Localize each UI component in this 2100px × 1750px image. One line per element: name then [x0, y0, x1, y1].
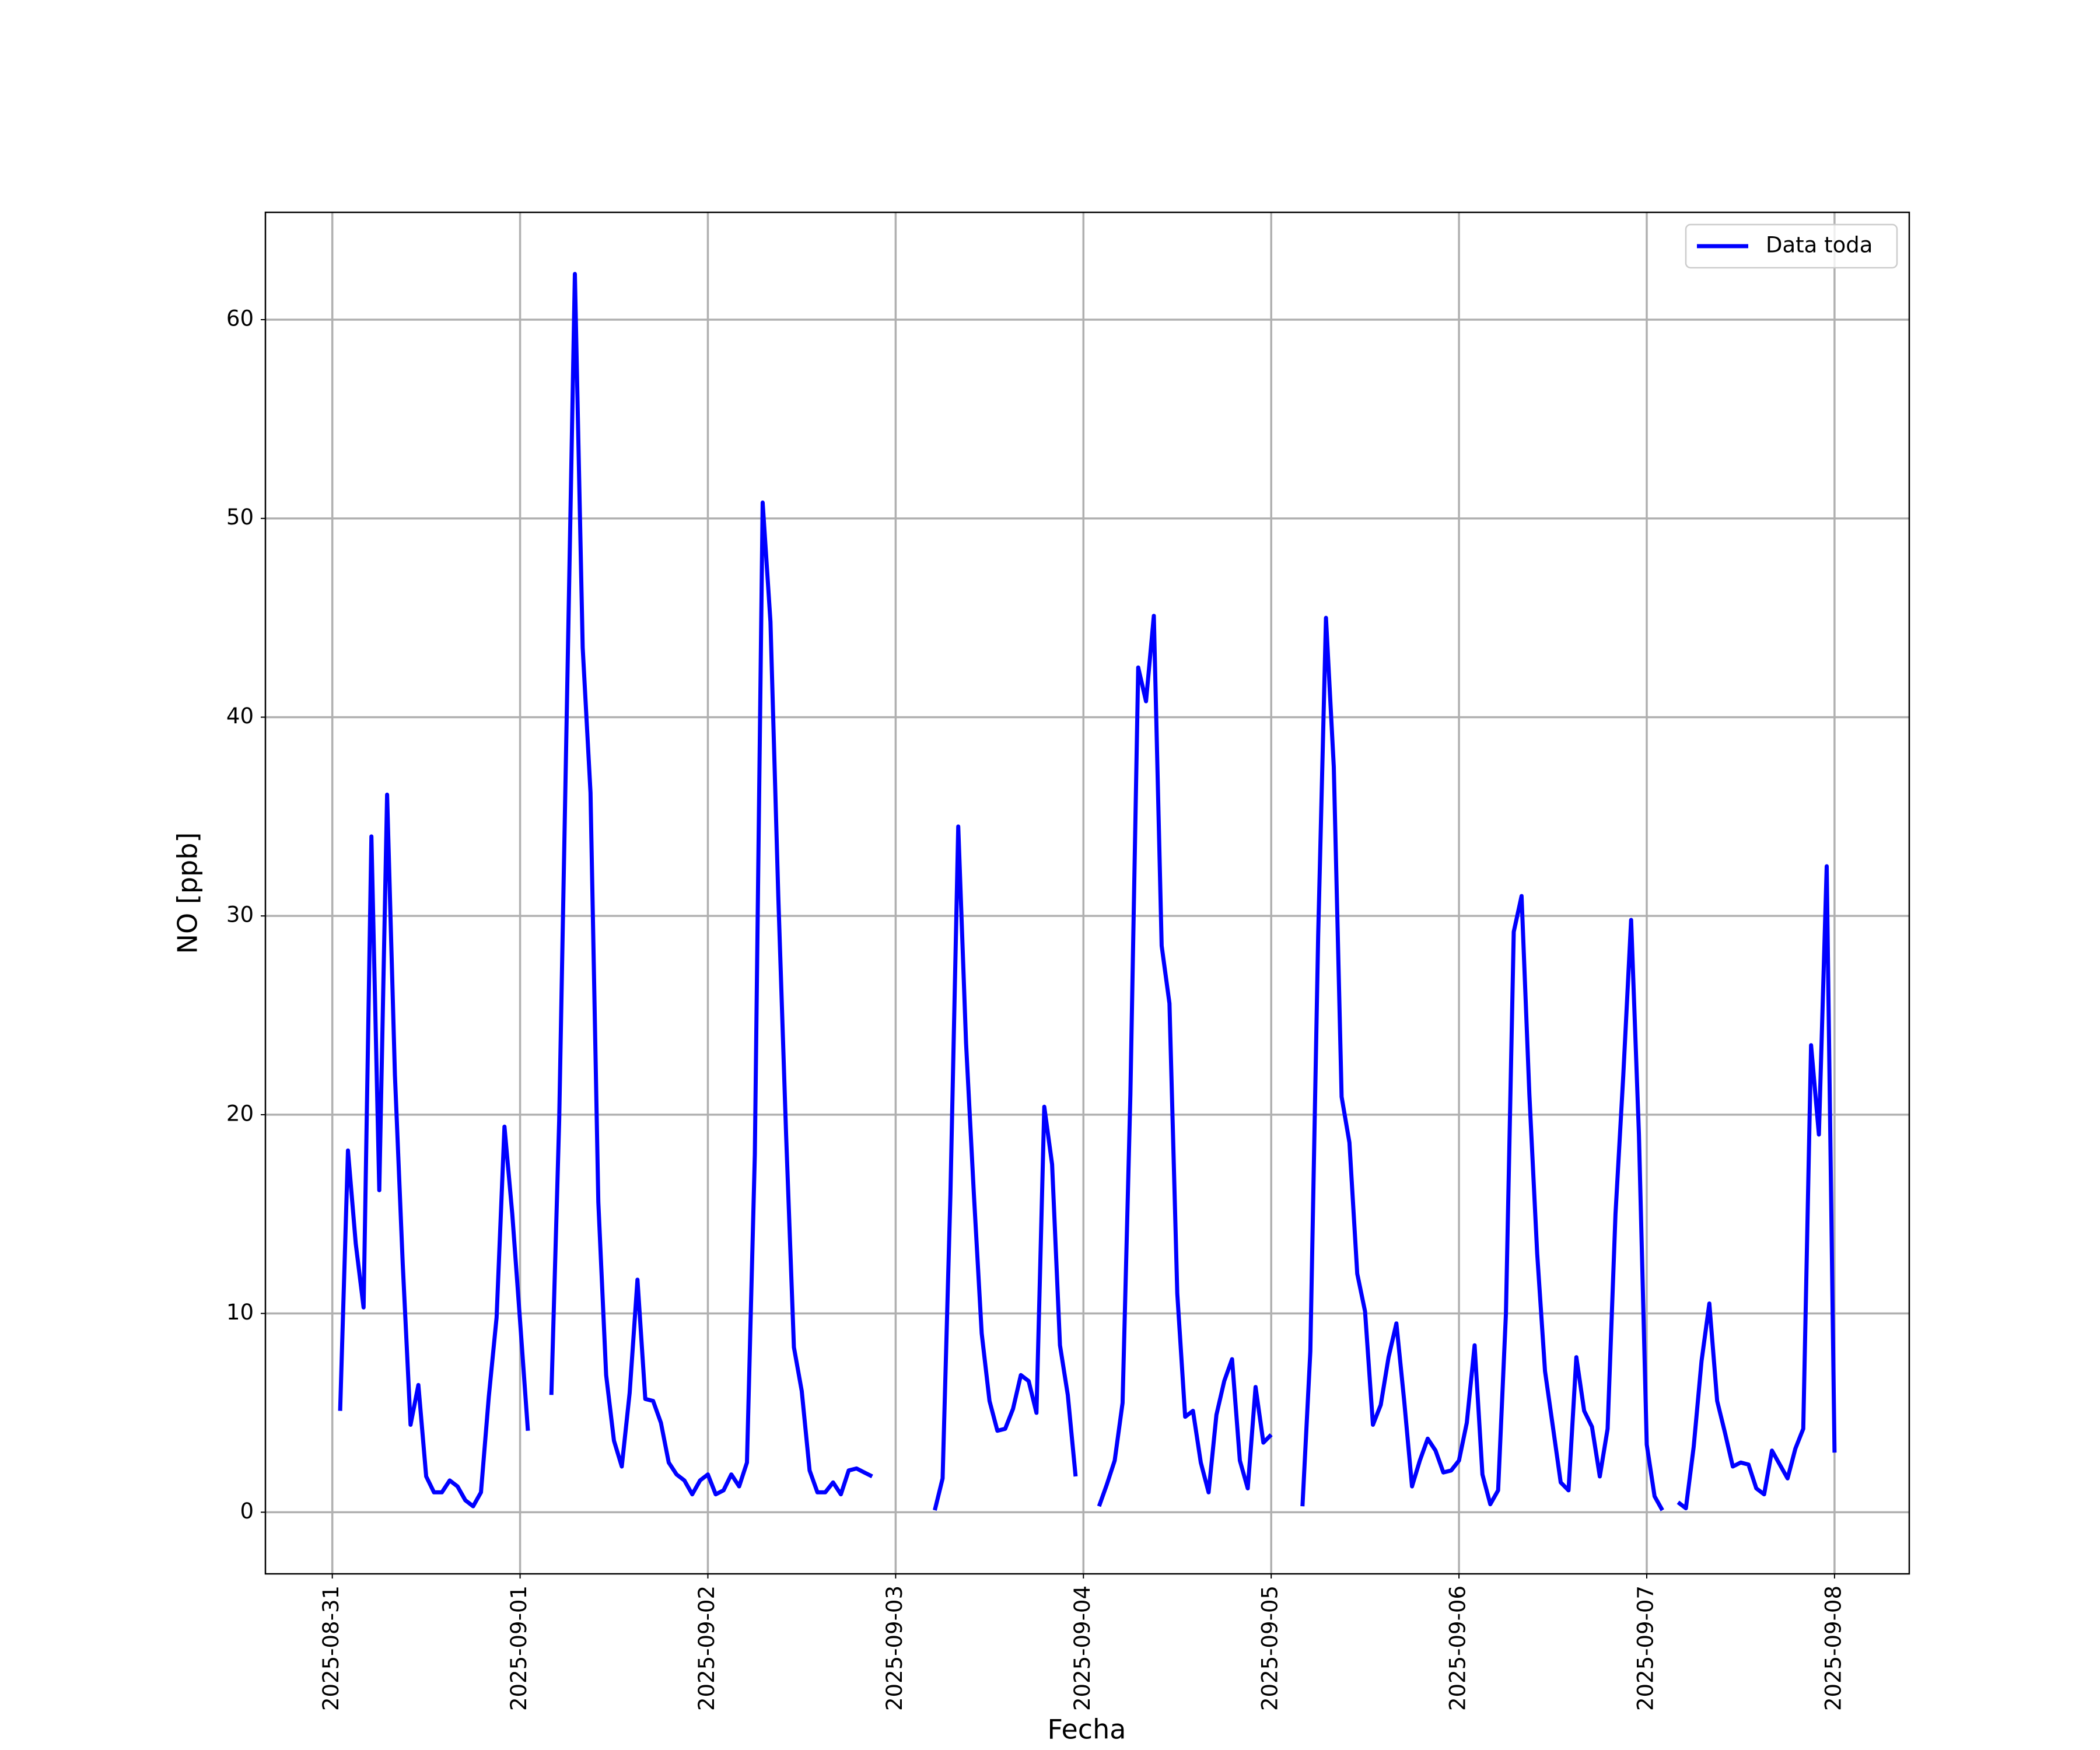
x-tick-label: 2025-09-01	[506, 1586, 531, 1711]
x-tick-label: 2025-09-05	[1258, 1586, 1283, 1711]
x-tick-label: 2025-09-03	[882, 1586, 907, 1711]
data-line	[338, 272, 1837, 1511]
y-tick-label: 20	[226, 1101, 254, 1126]
axes-frame	[264, 211, 1910, 1575]
x-tick-label: 2025-09-04	[1070, 1586, 1095, 1711]
x-axis-label: Fecha	[1048, 1714, 1126, 1745]
y-tick-label: 30	[226, 902, 254, 928]
x-tick-label: 2025-09-02	[694, 1586, 719, 1711]
x-tick-label: 2025-08-31	[318, 1586, 344, 1711]
legend-box	[1685, 223, 1898, 269]
y-tick-label: 0	[240, 1499, 254, 1524]
y-tick-label: 10	[226, 1300, 254, 1325]
x-tick-label: 2025-09-08	[1821, 1586, 1846, 1711]
legend-label: Data toda	[1766, 233, 1873, 258]
y-tick-label: 50	[226, 505, 254, 530]
x-tick-label: 2025-09-06	[1446, 1586, 1471, 1711]
y-axis-label: NO [ppb]	[172, 832, 204, 954]
x-tick-label: 2025-09-07	[1633, 1586, 1658, 1711]
y-tick-label: 60	[226, 306, 254, 331]
y-tick-label: 40	[226, 704, 254, 729]
